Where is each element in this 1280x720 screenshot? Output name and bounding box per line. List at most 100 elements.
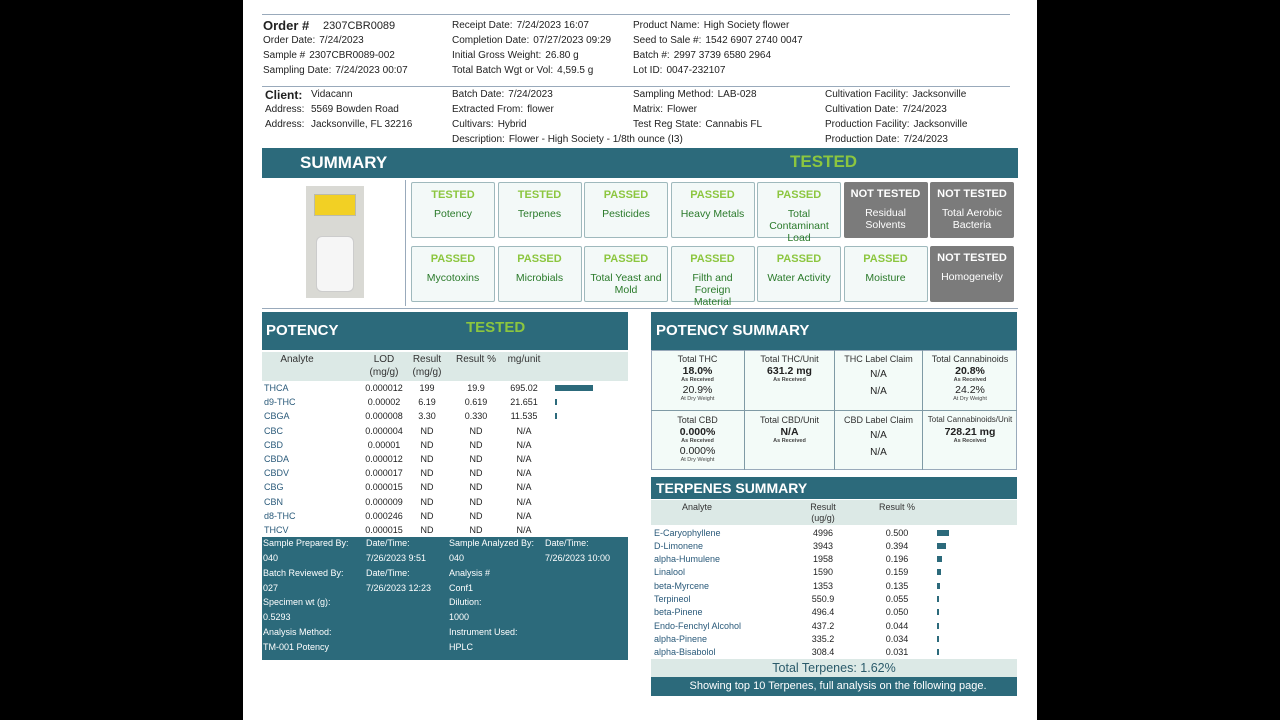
- cell-title: THC Label Claim: [844, 354, 913, 364]
- cell-title: Total CBD/Unit: [759, 415, 820, 425]
- cell-value: 18.0%: [682, 365, 713, 377]
- test-name: Total Yeast and Mold: [590, 272, 662, 296]
- info-value: 7/26/2023 10:00: [545, 553, 611, 563]
- field-label: Total Batch Wgt or Vol:: [452, 65, 554, 76]
- cell: 0.000015: [365, 525, 403, 535]
- cell: 0.619: [464, 397, 488, 408]
- field-value: 5569 Bowden Road: [311, 104, 399, 115]
- test-status: NOT TESTED: [937, 188, 1007, 200]
- field-value: Jacksonville: [913, 119, 968, 130]
- field-label: Sampling Method:: [633, 89, 714, 100]
- cell: ND: [420, 468, 434, 479]
- column-header: Analyte: [280, 354, 314, 365]
- cell: 0.000012: [365, 383, 403, 393]
- field-value: 4,59.5 g: [557, 65, 594, 76]
- table-head: [651, 500, 1017, 525]
- rule: [262, 86, 1010, 87]
- cell-title: Total THC/Unit: [760, 354, 819, 364]
- field-label: Cultivation Facility:: [825, 89, 909, 100]
- info-value: 1000: [449, 612, 470, 623]
- cell-value: N/A: [870, 447, 887, 458]
- cell: 0.000004: [365, 425, 403, 436]
- cell: 0.00002: [367, 397, 401, 408]
- bar: [555, 399, 557, 406]
- cell-title: Total CBD: [677, 415, 718, 425]
- test-name: Water Activity: [767, 272, 831, 284]
- cell: ND: [469, 454, 483, 464]
- test-name: Total Contaminant Load: [769, 208, 829, 244]
- field-value: Hybrid: [497, 119, 527, 130]
- summary-cell: Total CBD/Unit N/A As Received: [745, 410, 835, 470]
- panel-title: TERPENES SUMMARY: [656, 480, 808, 496]
- cell: 6.19: [418, 397, 436, 408]
- cell: 0.034: [885, 633, 909, 644]
- analyte: CBDV: [264, 468, 290, 479]
- field-label: Address:: [265, 104, 305, 115]
- cell: N/A: [516, 510, 532, 521]
- field-label: Cultivation Date:: [825, 104, 899, 115]
- cell: 0.000015: [365, 482, 403, 493]
- field-value: 0047-232107: [666, 65, 726, 76]
- info-value: 040: [449, 553, 465, 563]
- test-name: Residual Solvents: [865, 207, 906, 231]
- analyte: CBG: [264, 482, 284, 493]
- field-value: Vidacann: [311, 89, 353, 100]
- test-tile: PASSED Mycotoxins: [411, 246, 495, 302]
- cell: 199: [419, 383, 435, 393]
- cell: 437.2: [811, 620, 835, 631]
- cell: 3.30: [418, 411, 436, 422]
- analyte: d8-THC: [264, 510, 296, 521]
- cell: 0.159: [885, 567, 909, 578]
- test-tile: PASSED Microbials: [497, 246, 582, 302]
- cell-value: N/A: [870, 369, 887, 380]
- basis-label: At Dry Weight: [953, 396, 987, 402]
- basis-label: As Received: [953, 438, 987, 444]
- test-name: Heavy Metals: [680, 208, 745, 220]
- field-label: Product Name:: [633, 20, 700, 31]
- column-header: Analyte: [681, 502, 713, 512]
- cell: 0.135: [885, 580, 909, 591]
- test-name: Potency: [434, 208, 472, 220]
- cell: 4996: [812, 527, 834, 538]
- field-label: Completion Date:: [452, 35, 530, 46]
- basis-label: As Received: [681, 438, 714, 444]
- cell-title: Total Cannabinoids: [931, 354, 1009, 364]
- info-value: 0.5293: [263, 612, 291, 623]
- basis-label: As Received: [681, 377, 714, 383]
- cell: 0.00001: [367, 439, 401, 450]
- bar: [937, 596, 939, 602]
- terpenes-header: [651, 477, 1017, 499]
- info-value: 7/26/2023 9:51: [366, 553, 427, 563]
- column-header: Result (ug/g): [810, 502, 836, 523]
- field-label: Address:: [265, 119, 305, 130]
- cell: N/A: [516, 468, 532, 479]
- cell: ND: [420, 496, 434, 507]
- column-header: LOD (mg/g): [369, 354, 399, 378]
- cell: N/A: [516, 454, 532, 464]
- analyte: CBDA: [264, 454, 290, 464]
- info-label: Analysis #: [449, 567, 491, 578]
- info-value: 040: [263, 553, 279, 563]
- field-label: Cultivars:: [452, 119, 494, 130]
- cell: ND: [420, 454, 434, 464]
- cell: ND: [469, 468, 483, 479]
- table-head: [262, 352, 628, 381]
- cell-value: 20.8%: [955, 365, 985, 377]
- test-tile: PASSED Total Contaminant Load: [757, 182, 841, 244]
- cell: ND: [469, 425, 483, 436]
- field-label: Batch #:: [633, 50, 670, 61]
- bar: [937, 622, 939, 629]
- summary-cell: THC Label Claim N/A N/A: [835, 350, 923, 410]
- field-label: Sampling Date:: [263, 65, 332, 76]
- cell-value: N/A: [870, 430, 887, 441]
- field-label: Matrix:: [633, 104, 663, 115]
- field-value: Cannabis FL: [705, 119, 763, 130]
- analyte: Endo-Fenchyl Alcohol: [654, 620, 742, 631]
- photo-jar: [316, 236, 354, 292]
- cell: 550.9: [811, 594, 835, 604]
- analyte: Linalool: [654, 567, 686, 578]
- basis-label: At Dry Weight: [680, 396, 715, 402]
- analyte: CBD: [264, 439, 284, 450]
- analyte: d9-THC: [264, 397, 296, 408]
- test-tile: NOT TESTED Homogeneity: [930, 246, 1014, 302]
